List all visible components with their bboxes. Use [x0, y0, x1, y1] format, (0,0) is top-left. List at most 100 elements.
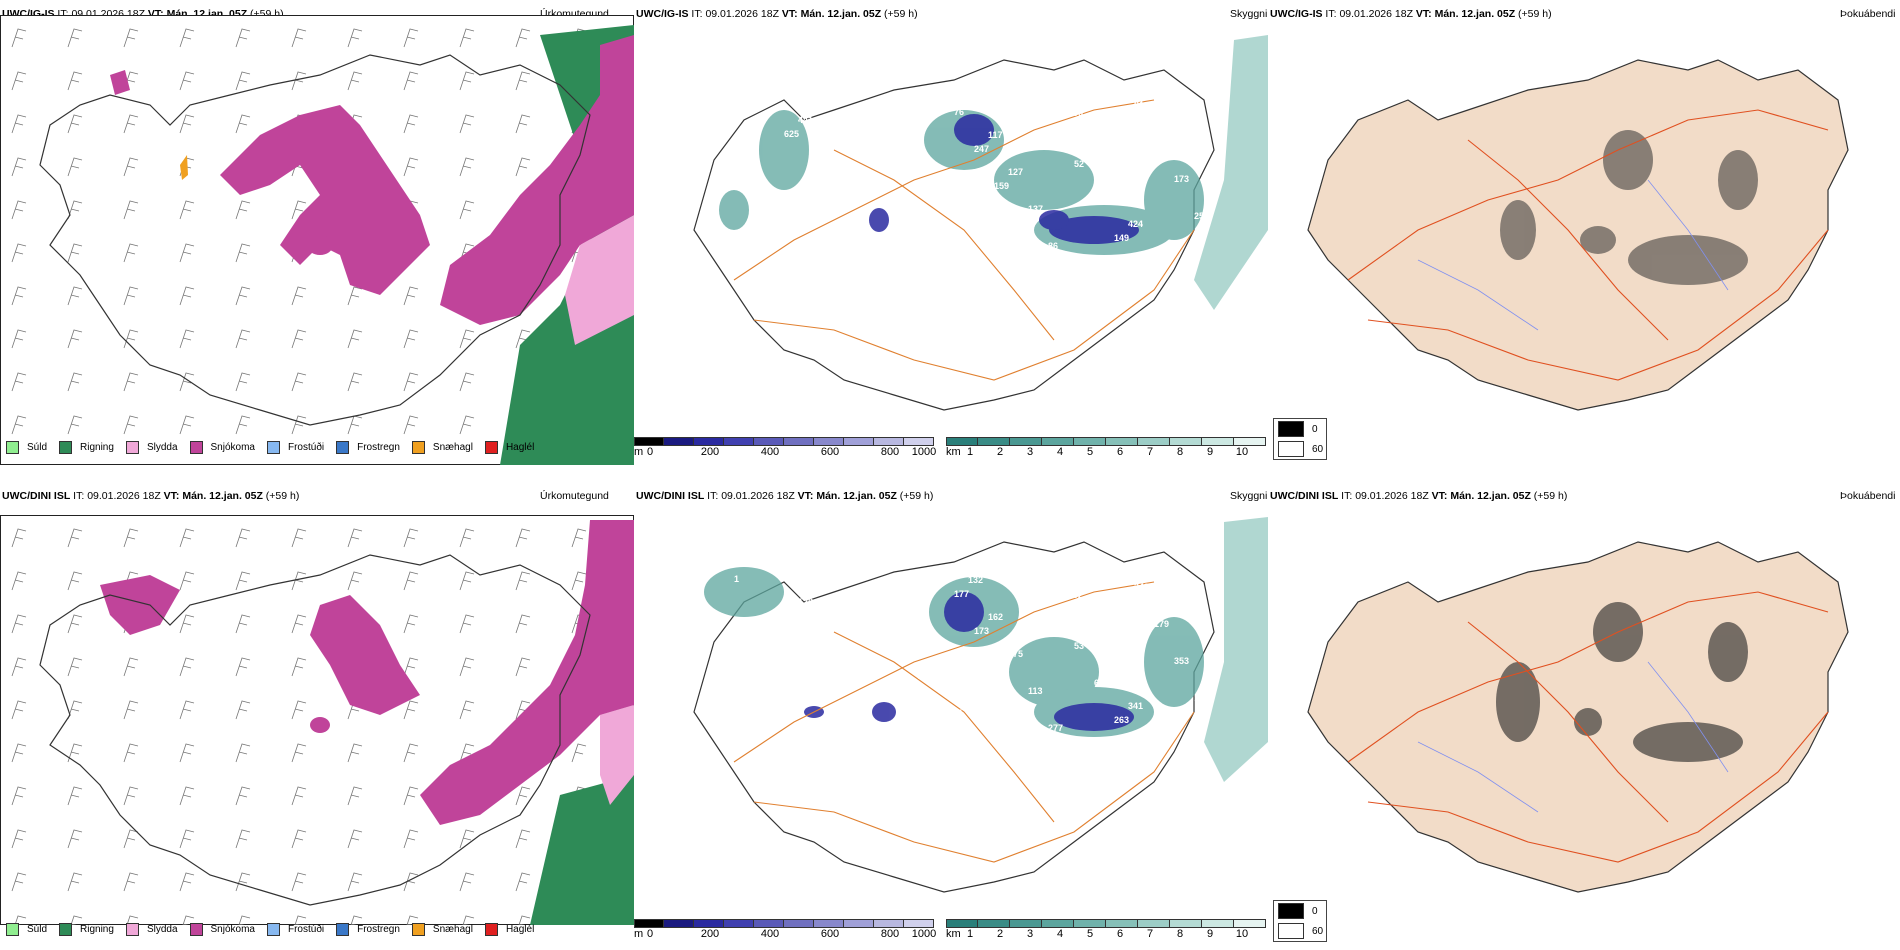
wind-barb: [403, 286, 419, 306]
ceiling-label: 35: [1054, 122, 1064, 132]
tick: 5: [1086, 446, 1094, 458]
fog-legend: 0 60: [1273, 900, 1327, 942]
wind-barb: [11, 786, 27, 806]
wind-barb: [235, 200, 251, 220]
ceiling-label: 96: [1148, 256, 1158, 266]
tick: 8: [1176, 928, 1184, 940]
ceiling-label: 257: [1194, 211, 1209, 221]
swatch: [189, 923, 203, 936]
ceiling-label: 162: [988, 612, 1003, 622]
wind-barb: [291, 743, 307, 763]
colorbar-cell: [1042, 919, 1074, 928]
iceland-outline: [39, 54, 591, 426]
vis-unit: km: [946, 928, 961, 940]
tick: 600: [820, 928, 840, 940]
ceiling-label: 263: [1114, 715, 1129, 725]
tick: 1000: [911, 928, 937, 940]
ceiling-label: 117: [988, 130, 1003, 140]
swatch: [336, 923, 350, 936]
snow-spot: [307, 235, 333, 255]
legend-item-hail: Haglél: [484, 923, 534, 936]
wind-barb: [235, 329, 251, 349]
swatch: [6, 923, 19, 936]
colorbar-cell: [724, 919, 754, 928]
wind-barb: [67, 28, 83, 48]
wind-barb: [235, 571, 251, 591]
wind-barb: [123, 372, 139, 392]
wind-barb: [515, 114, 531, 134]
ceiling-label: 159: [994, 181, 1009, 191]
tick: 200: [700, 446, 720, 458]
ceiling-label: 177: [954, 589, 969, 599]
wind-barb: [11, 700, 27, 720]
wind-barb: [11, 71, 27, 91]
wind-barb: [67, 286, 83, 306]
precip-title: Úrkomutegund: [540, 490, 609, 502]
ceiling-label: 53: [1074, 641, 1084, 651]
tick: 6: [1116, 446, 1124, 458]
wind-barb: [459, 415, 475, 435]
ceiling-label: 181: [1014, 218, 1029, 228]
wind-barb: [67, 415, 83, 435]
wind-barb: [403, 657, 419, 677]
wind-barb: [347, 786, 363, 806]
wind-barb: [67, 571, 83, 591]
colorbar-cells: [946, 437, 1268, 446]
sleet-area: [565, 215, 634, 345]
ceiling-label: 113: [1028, 686, 1043, 696]
fog-legend-item: 0: [1274, 901, 1326, 921]
wind-barb: [515, 571, 531, 591]
wind-barb: [291, 700, 307, 720]
visibility-panel-bottom: UWC/DINI ISL IT: 09.01.2026 18Z VT: Mán.…: [634, 482, 1268, 950]
ceiling-label: 424: [1128, 219, 1143, 229]
wind-barb: [123, 872, 139, 892]
wind-barb: [235, 786, 251, 806]
colorbar-cell: [634, 919, 664, 928]
ceiling-label: 445: [1154, 137, 1169, 147]
tick: 3: [1026, 928, 1034, 940]
ceiling-label: 287: [784, 611, 799, 621]
ceiling-label: 25: [898, 634, 908, 644]
legend-item-sleet: Slydda: [125, 923, 178, 936]
tick: 400: [760, 446, 780, 458]
wind-barb: [179, 528, 195, 548]
visibility-colorbar: km 1 2 3 4 5 6 7 8 9 10: [946, 919, 1268, 942]
wind-barb: [347, 28, 363, 48]
wind-barb: [347, 743, 363, 763]
wind-barb: [459, 657, 475, 677]
wind-barb: [291, 657, 307, 677]
legend-item-freezing-drizzle: Frostúði: [266, 441, 324, 454]
visibility-title: Skyggni: [1230, 8, 1268, 20]
wind-barb: [179, 829, 195, 849]
ceiling-label: 81: [1134, 100, 1144, 110]
wind-barb: [235, 657, 251, 677]
wind-barb: [179, 571, 195, 591]
wind-barb: [518, 915, 531, 925]
wind-barb: [571, 571, 587, 591]
fog-index-map: [1307, 541, 1849, 893]
fog-legend-item: 60: [1274, 439, 1326, 459]
ceiling-label: 277: [1048, 723, 1063, 733]
wind-barb: [123, 28, 139, 48]
ceiling-label: 341: [1128, 701, 1143, 711]
wind-barb: [67, 614, 83, 634]
colorbar-cell: [784, 437, 814, 446]
ceiling-label: 173: [1174, 174, 1189, 184]
precip-panel-bottom: UWC/DINI ISL IT: 09.01.2026 18Z VT: Mán.…: [0, 482, 634, 950]
ceiling-label: 208: [748, 730, 763, 740]
ceiling-label: 481: [1054, 604, 1069, 614]
wind-barb: [11, 243, 27, 263]
wind-barb: [123, 157, 139, 177]
wind-barb: [515, 614, 531, 634]
visibility-ceiling-map: 257 625 94 178 253 76 247 159 181 135 35 52 160 149 81…: [693, 35, 1268, 411]
colorbar-cell: [1202, 437, 1234, 446]
wind-barb: [179, 786, 195, 806]
wind-barb: [123, 286, 139, 306]
wind-barb: [11, 372, 27, 392]
legend-item-rain: Rigning: [59, 441, 114, 454]
colorbar-cell: [724, 437, 754, 446]
ceiling-label: 137: [1028, 204, 1043, 214]
swatch: [484, 923, 498, 936]
wind-barb: [179, 243, 195, 263]
ceiling-label: 402: [898, 152, 913, 162]
